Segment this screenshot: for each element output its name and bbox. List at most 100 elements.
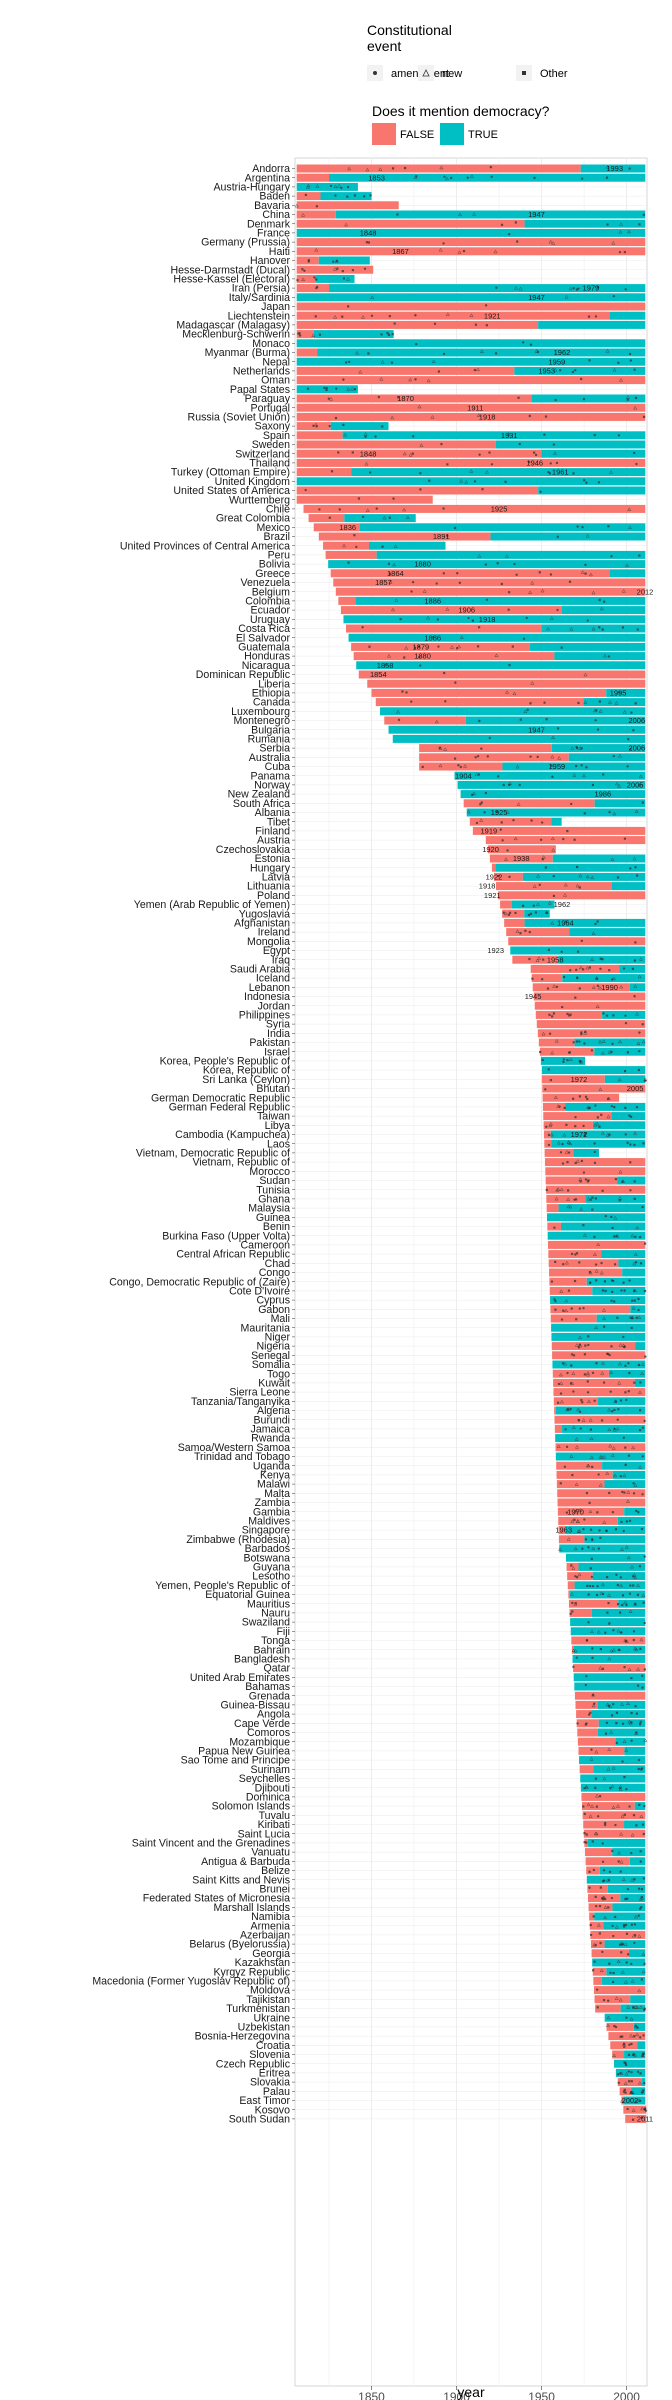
new-point — [586, 1399, 591, 1403]
point-year-label: 1854 — [370, 670, 387, 679]
new-point — [595, 1793, 600, 1798]
new-point — [590, 875, 595, 880]
new-point — [382, 515, 387, 520]
amendment-point — [599, 1536, 602, 1540]
new-point — [615, 1426, 620, 1431]
point-year-label: 1993 — [606, 164, 623, 173]
y-tick-label-equatorial-guinea: Equatorial Guinea — [205, 1589, 290, 1601]
amendment-point — [559, 1151, 563, 1154]
amendment-point — [596, 1585, 599, 1588]
legend-event-label: new — [442, 68, 462, 80]
amendment-point — [625, 1398, 628, 1402]
new-point — [600, 1371, 605, 1375]
new-point — [609, 470, 614, 474]
new-point — [413, 175, 418, 179]
amendment-point — [625, 1520, 629, 1523]
amendment-point — [640, 1906, 643, 1909]
bar-segment — [491, 863, 496, 872]
bar-libya — [543, 1121, 646, 1130]
new-point — [534, 349, 539, 353]
bar-segment — [596, 1314, 646, 1323]
bar-segment — [329, 173, 646, 182]
other-point — [595, 1362, 598, 1365]
other-point — [607, 1601, 610, 1605]
y-tick-label-hesse-darmstadt-ducal: Hesse-Darmstadt (Ducal) — [170, 264, 290, 276]
other-point — [548, 1013, 551, 1016]
other-point — [346, 195, 349, 198]
other-point — [388, 572, 391, 575]
other-point — [330, 470, 334, 473]
bar-segment — [625, 2114, 647, 2123]
y-tick-label-iceland: Iceland — [256, 973, 290, 985]
bar-segment — [547, 1222, 561, 1231]
new-point — [633, 1252, 638, 1256]
other-point — [627, 2053, 631, 2056]
amendment-point — [582, 397, 586, 401]
other-point — [633, 1197, 636, 1200]
other-point — [342, 423, 345, 426]
other-point — [614, 1528, 618, 1531]
new-point — [623, 2081, 628, 2085]
bar-segment — [558, 1204, 646, 1213]
new-point — [618, 1195, 623, 1200]
point-year-label: 2006 — [628, 716, 645, 725]
other-point — [623, 2042, 626, 2045]
new-point — [610, 1453, 615, 1457]
y-tick-label-bolivia: Bolivia — [259, 559, 290, 571]
amendment-point — [313, 276, 316, 279]
new-point — [402, 451, 407, 456]
bar-segment — [604, 2013, 646, 2022]
bar-segment — [313, 523, 360, 532]
bar-segment — [594, 1047, 646, 1056]
other-point — [508, 911, 512, 914]
amendment-point — [569, 1407, 572, 1411]
new-point — [597, 985, 602, 990]
bar-segment — [601, 1250, 646, 1259]
other-point — [596, 920, 599, 923]
bar-kosovo — [623, 2105, 647, 2114]
bar-segment — [315, 274, 355, 283]
amendment-point — [625, 1603, 628, 1607]
amendment-point — [621, 2035, 624, 2038]
other-point — [591, 1840, 594, 1843]
new-point — [506, 431, 511, 436]
new-point — [552, 451, 557, 455]
amendment-point — [555, 985, 559, 989]
y-tick-label-jordan: Jordan — [258, 1000, 290, 1012]
amendment-point — [490, 175, 493, 179]
new-point — [596, 1923, 601, 1927]
y-tick-label-uruguay: Uruguay — [250, 614, 291, 626]
bar-segment — [541, 1075, 605, 1084]
amendment-point — [501, 839, 504, 842]
other-point — [643, 1242, 647, 1245]
point-year-label: 1918 — [479, 413, 496, 422]
amendment-point — [581, 1547, 584, 1550]
amendment-point — [298, 334, 302, 337]
bar-albania — [466, 808, 646, 817]
other-point — [633, 1381, 636, 1384]
other-point — [551, 1015, 554, 1018]
amendment-point — [515, 573, 518, 576]
new-point — [545, 626, 550, 631]
point-year-label: 1947 — [528, 725, 545, 734]
other-point — [586, 1380, 589, 1383]
bar-segment — [553, 1378, 635, 1387]
amendment-point — [446, 534, 449, 538]
bar-angola — [576, 1710, 646, 1719]
new-point — [426, 615, 431, 620]
y-tick-label-laos: Laos — [267, 1138, 290, 1150]
other-point — [500, 582, 503, 586]
new-point — [568, 1204, 573, 1209]
y-tick-label-honduras: Honduras — [244, 651, 290, 663]
amendment-point — [561, 1162, 565, 1165]
amendment-point — [627, 1362, 630, 1365]
new-point — [598, 1087, 603, 1091]
new-point — [637, 1934, 642, 1938]
amendment-point — [473, 480, 477, 483]
amendment-point — [577, 287, 580, 290]
y-tick-label-namibia: Namibia — [251, 1911, 290, 1923]
other-point — [584, 1344, 587, 1347]
amendment-point — [616, 1418, 619, 1421]
amendment-point — [559, 1392, 563, 1395]
amendment-point — [380, 333, 383, 336]
